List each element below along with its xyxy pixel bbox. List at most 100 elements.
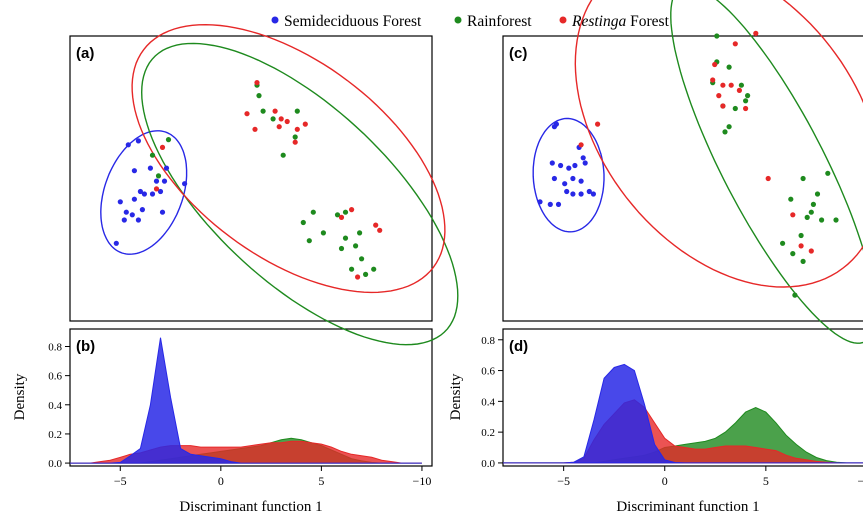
- panel-a-point-restinga-forest: [349, 207, 355, 213]
- panel-a-ellipse-rainforest: [140, 42, 459, 346]
- panel-c-point-rainforest: [825, 170, 831, 176]
- panel-a-point-rainforest: [270, 116, 276, 122]
- panel-a-point-rainforest: [292, 134, 298, 140]
- panel-a-point-rainforest: [342, 235, 349, 241]
- panel-a-point-restinga-forest: [338, 214, 345, 220]
- panel-a-point-rainforest: [338, 245, 345, 252]
- panel-c-ellipse-restinga-forest: [574, 0, 863, 288]
- panel-c-point-restinga-forest: [753, 30, 759, 36]
- panel-c-point-restinga-forest: [790, 212, 796, 218]
- panel-c-point-rainforest: [804, 214, 810, 220]
- panel-c-point-semideciduous-forest: [566, 165, 572, 171]
- panel-c-point-rainforest: [814, 191, 821, 197]
- panel-c-point-rainforest: [808, 209, 814, 215]
- panel-b-label: (b): [76, 338, 95, 355]
- panel-a-point-restinga-forest: [153, 186, 160, 192]
- panel-c-ellipse-semideciduous-forest: [532, 117, 605, 233]
- panel-a-point-restinga-forest: [272, 108, 278, 114]
- panel-a-point-semideciduous-forest: [131, 168, 137, 174]
- panel-a-point-semideciduous-forest: [131, 196, 137, 202]
- panel-b-ytick-label: 0.0: [48, 458, 62, 470]
- panel-a-point-rainforest: [349, 266, 355, 272]
- panel-c-point-rainforest: [726, 64, 732, 70]
- panel-a-point-rainforest: [256, 93, 262, 99]
- legend-marker-semideciduous: [271, 16, 279, 24]
- panel-a-point-restinga-forest: [159, 144, 166, 150]
- panel-d-ytick-label: 0.6: [481, 366, 495, 378]
- panel-c-point-rainforest: [798, 232, 804, 239]
- panel-a-point-semideciduous-forest: [139, 207, 145, 213]
- panel-c-point-rainforest: [819, 217, 825, 223]
- panel-c-plot: [532, 0, 863, 344]
- panel-c-point-semideciduous-forest: [570, 191, 576, 197]
- panel-c-point-rainforest: [788, 196, 794, 202]
- panel-a-point-restinga-forest: [254, 80, 260, 86]
- panel-c-point-semideciduous-forest: [572, 162, 578, 169]
- panel-a-point-semideciduous-forest: [117, 199, 123, 205]
- panel-d-xtick-label: 5: [763, 474, 769, 488]
- panel-a-point-semideciduous-forest: [159, 209, 166, 215]
- panel-b-density-semideciduous-forest: [70, 337, 422, 464]
- panel-b-ytick-label: 0.4: [48, 400, 62, 412]
- panel-a-point-semideciduous-forest: [125, 142, 131, 148]
- panel-a-point-semideciduous-forest: [123, 209, 129, 215]
- panel-c-point-semideciduous-forest: [549, 160, 555, 166]
- panel-b-plot: 0.0 0.2 0.4 0.6 0.8 −5 0 5 −10: [48, 337, 432, 488]
- panel-b-ytick-label: 0.2: [48, 429, 62, 441]
- panel-d-ylabel: Density: [448, 373, 464, 420]
- panel-a-point-rainforest: [310, 209, 316, 215]
- panel-c-point-restinga-forest: [712, 61, 718, 68]
- panel-c-point-restinga-forest: [595, 121, 601, 127]
- panel-d-ytick-label: 0.0: [481, 458, 495, 470]
- panel-c-point-semideciduous-forest: [580, 155, 586, 161]
- panel-b-xtick-label: −10: [413, 474, 432, 488]
- panel-a-point-rainforest: [260, 108, 266, 114]
- panel-b-ylabel: Density: [12, 373, 28, 420]
- panel-d-ytick-label: 0.2: [481, 427, 495, 439]
- panel-c-point-rainforest: [743, 98, 749, 104]
- panel-b-ytick-label: 0.6: [48, 371, 62, 383]
- panel-c-point-restinga-forest: [765, 175, 771, 182]
- panel-c-point-restinga-forest: [808, 248, 814, 254]
- panel-c-point-restinga-forest: [736, 87, 743, 93]
- panel-a-point-rainforest: [280, 152, 286, 158]
- panel-b-xtick-label: 5: [318, 474, 324, 488]
- panel-c-point-rainforest: [800, 258, 806, 264]
- panel-a-point-semideciduous-forest: [147, 165, 153, 171]
- panel-b-ytick-label: 0.8: [48, 341, 62, 353]
- panel-a-point-restinga-forest: [276, 124, 282, 130]
- panel-c-point-semideciduous-forest: [547, 201, 553, 207]
- panel-c-point-restinga-forest: [720, 82, 726, 88]
- panel-c-point-semideciduous-forest: [586, 188, 592, 195]
- panel-a-point-semideciduous-forest: [157, 188, 164, 195]
- panel-d-plot: 0.0 0.2 0.4 0.6 0.8 −5 0 5 −10: [481, 335, 863, 488]
- panel-d-frame: [502, 328, 863, 467]
- panel-c-point-semideciduous-forest: [578, 191, 584, 197]
- legend: Semideciduous Forest Rainforest Restinga…: [271, 13, 670, 30]
- panel-a-point-restinga-forest: [302, 121, 308, 127]
- panel-b-xlabel: Discriminant function 1: [179, 499, 322, 515]
- panel-a-point-semideciduous-forest: [135, 138, 141, 144]
- panel-a-point-restinga-forest: [355, 274, 361, 280]
- panel-c-point-rainforest: [722, 129, 728, 135]
- panel-a-frame: [69, 35, 433, 322]
- panel-c-point-semideciduous-forest: [537, 199, 543, 205]
- panel-b-frame: [69, 328, 433, 467]
- legend-label-restinga: Restinga Forest: [571, 13, 670, 30]
- legend-marker-rainforest: [454, 16, 462, 24]
- panel-c-point-semideciduous-forest: [551, 175, 558, 182]
- panel-a-point-semideciduous-forest: [121, 217, 127, 223]
- panel-a-point-rainforest: [353, 243, 359, 249]
- panel-a-point-rainforest: [155, 173, 162, 179]
- panel-a-point-restinga-forest: [373, 222, 379, 228]
- panel-a-point-rainforest: [359, 256, 365, 262]
- panel-c-point-rainforest: [833, 217, 839, 223]
- legend-label-restinga-italic: Restinga: [571, 13, 626, 30]
- panel-d-density-semideciduous-forest: [503, 363, 863, 464]
- panel-a-point-rainforest: [149, 152, 156, 158]
- panel-a-point-restinga-forest: [377, 227, 383, 233]
- panel-c-point-rainforest: [792, 292, 798, 298]
- panel-d-label: (d): [509, 338, 528, 355]
- panel-c-point-rainforest: [732, 105, 738, 112]
